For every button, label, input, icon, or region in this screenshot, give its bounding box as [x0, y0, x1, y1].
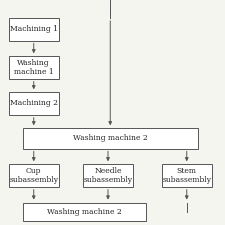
FancyBboxPatch shape — [9, 56, 58, 79]
FancyBboxPatch shape — [9, 92, 58, 115]
FancyBboxPatch shape — [83, 164, 133, 187]
FancyBboxPatch shape — [22, 202, 146, 220]
FancyBboxPatch shape — [22, 128, 198, 149]
Text: Needle
subassembly: Needle subassembly — [83, 167, 133, 184]
FancyBboxPatch shape — [9, 164, 58, 187]
Text: Washing machine 2: Washing machine 2 — [47, 207, 122, 216]
FancyBboxPatch shape — [9, 18, 58, 40]
FancyBboxPatch shape — [162, 164, 212, 187]
Text: Stem
subassembly: Stem subassembly — [162, 167, 211, 184]
Text: Machining 1: Machining 1 — [10, 25, 58, 33]
Text: Washing
machine 1: Washing machine 1 — [14, 59, 54, 76]
Text: Washing machine 2: Washing machine 2 — [73, 134, 148, 142]
Text: Cup
subassembly: Cup subassembly — [9, 167, 58, 184]
Text: Machining 2: Machining 2 — [10, 99, 58, 108]
